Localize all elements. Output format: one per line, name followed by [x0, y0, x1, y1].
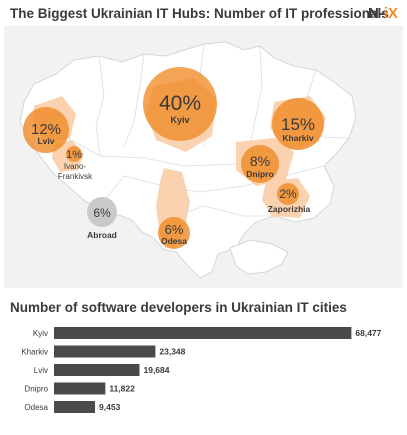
- hub-kyiv-city: Kyiv: [170, 115, 189, 125]
- hub-zaporizhia-share: 2%: [279, 187, 297, 201]
- bar-kharkiv: [54, 345, 156, 358]
- bar-label-lviv: Lviv: [34, 366, 48, 375]
- bar-value-kharkiv: 23,348: [159, 347, 185, 357]
- hub-kyiv-share: 40%: [159, 92, 201, 115]
- bar-value-dnipro: 11,822: [109, 384, 135, 394]
- ukraine-map: 40% Kyiv 15% Kharkiv 12% Lviv 8% Dnipro …: [19, 41, 357, 279]
- bar-chart-title: Number of software developers in Ukraini…: [10, 300, 347, 315]
- hub-kyiv: 40% Kyiv: [143, 67, 217, 141]
- bar-odesa: [54, 401, 96, 413]
- crimea-outline: [229, 239, 289, 275]
- hub-zaporizhia-city: Zaporizhia: [268, 204, 311, 214]
- hub-odesa-city: Odesa: [161, 236, 187, 246]
- hub-abroad-city: Abroad: [87, 230, 117, 240]
- hub-lviv-city: Lviv: [37, 136, 54, 146]
- nix-logo: N-iX: [368, 5, 398, 22]
- bar-lviv: [54, 364, 140, 376]
- hub-kharkiv: 15% Kharkiv: [272, 98, 324, 150]
- hub-kharkiv-share: 15%: [281, 115, 315, 134]
- bar-label-kharkiv: Kharkiv: [21, 348, 48, 357]
- bar-label-odesa: Odesa: [24, 403, 48, 412]
- logo-prefix: N-: [368, 5, 384, 22]
- bar-label-kyiv: Kyiv: [33, 329, 48, 338]
- hub-zaporizhia: 2% Zaporizhia: [268, 183, 311, 214]
- hub-lviv: 12% Lviv: [23, 107, 69, 153]
- hub-dnipro-share: 8%: [250, 153, 270, 169]
- bar-label-dnipro: Dnipro: [24, 385, 48, 394]
- hub-ivano-frankivsk-city-line1: Ivano-: [64, 162, 87, 171]
- hub-odesa-share: 6%: [165, 222, 184, 237]
- hub-dnipro: 8% Dnipro: [241, 145, 279, 183]
- logo-suffix: iX: [383, 5, 399, 22]
- bar-value-lviv: 19,684: [143, 365, 169, 375]
- hub-odesa: 6% Odesa: [158, 217, 190, 249]
- hub-ivano-frankivsk-city-line2: Frankivsk: [58, 172, 93, 181]
- bar-value-kyiv: 68,477: [355, 328, 381, 338]
- hub-kharkiv-city: Kharkiv: [282, 133, 313, 143]
- hub-ivano-frankivsk: 1% Ivano- Frankivsk: [58, 146, 93, 181]
- bar-kyiv: [54, 327, 352, 339]
- hub-abroad-share: 6%: [93, 206, 111, 220]
- developer-bar-chart: Kyiv 68,477 Kharkiv 23,348 Lviv 19,684 Dnipro 1…: [21, 327, 382, 413]
- hub-dnipro-city: Dnipro: [246, 169, 273, 179]
- page-title: The Biggest Ukrainian IT Hubs: Number of…: [10, 6, 389, 21]
- bar-value-odesa: 9,453: [99, 402, 121, 412]
- bar-dnipro: [54, 382, 106, 395]
- hub-lviv-share: 12%: [31, 121, 61, 138]
- map-panel: 40% Kyiv 15% Kharkiv 12% Lviv 8% Dnipro …: [4, 26, 403, 288]
- hub-abroad: 6% Abroad: [87, 197, 117, 240]
- hub-ivano-frankivsk-share: 1%: [66, 149, 82, 161]
